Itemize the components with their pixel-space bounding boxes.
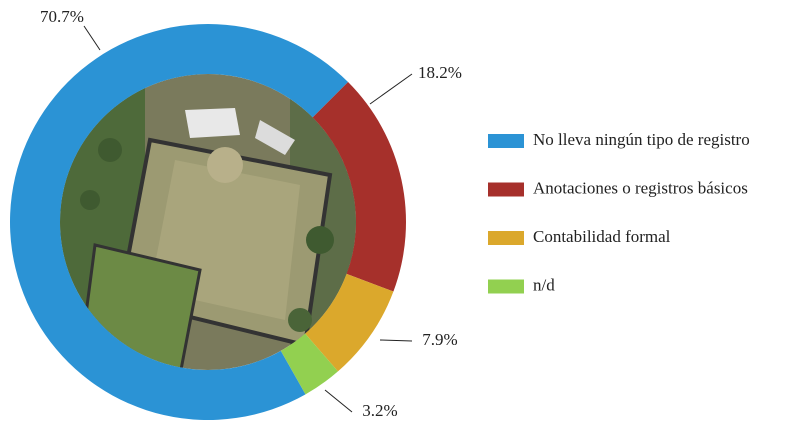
leader-line	[369, 73, 413, 105]
leader-line	[379, 339, 413, 342]
legend-label: n/d	[533, 275, 555, 294]
leader-line	[324, 389, 353, 413]
donut-segment	[280, 333, 338, 395]
legend: No lleva ningún tipo de registro Anotacio…	[488, 130, 750, 294]
donut-segment	[312, 82, 406, 292]
legend-label: No lleva ningún tipo de registro	[533, 130, 750, 149]
donut-segment	[10, 24, 349, 421]
legend-label: Contabilidad formal	[533, 227, 671, 246]
data-label: 7.9%	[422, 330, 457, 349]
leader-line	[83, 25, 101, 51]
data-label: 3.2%	[362, 401, 397, 420]
donut-segment	[305, 273, 394, 372]
legend-swatch	[488, 134, 524, 148]
legend-swatch	[488, 231, 524, 245]
data-label: 70.7%	[40, 7, 84, 26]
legend-swatch	[488, 182, 524, 197]
legend-swatch	[488, 279, 524, 294]
legend-label: Anotaciones o registros básicos	[533, 178, 748, 197]
data-label: 18.2%	[418, 63, 462, 82]
